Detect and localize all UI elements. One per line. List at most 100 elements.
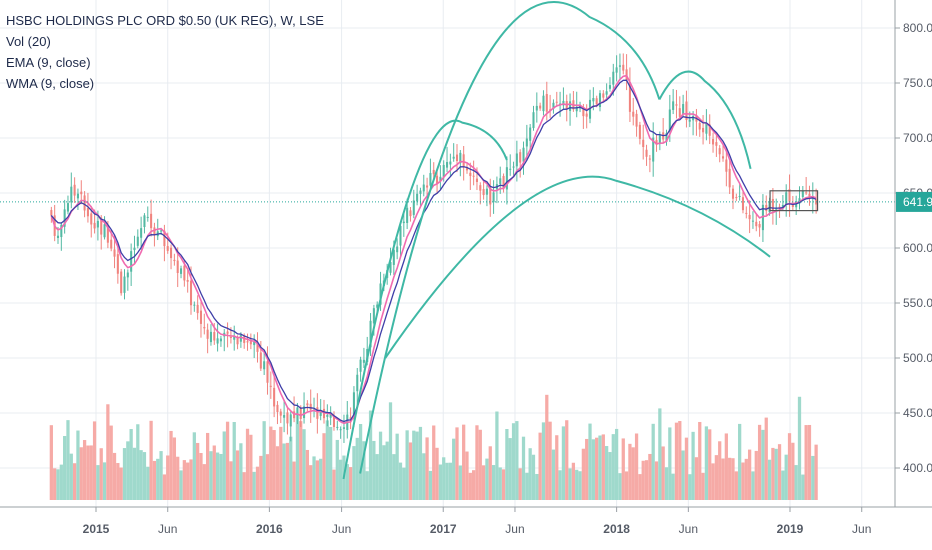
candle-body (113, 249, 116, 257)
volume-bar (661, 446, 665, 500)
volume-bar (322, 433, 326, 500)
candle-body (90, 213, 93, 225)
volume-bar (245, 428, 250, 500)
candle-body (116, 254, 119, 274)
candle-body (276, 404, 279, 413)
volume-bar (681, 450, 685, 500)
volume-bar (355, 437, 359, 500)
volume-bar (761, 429, 765, 500)
volume-bar (362, 441, 366, 500)
axes: 400.0450.0500.0550.0600.0650.0700.0750.0… (0, 0, 932, 536)
volume-bar (501, 469, 506, 500)
legend-volume[interactable]: Vol (20) (6, 34, 51, 49)
volume-bar (691, 431, 695, 500)
volume-bar (734, 471, 738, 500)
chart-title[interactable]: HSBC HOLDINGS PLC ORD $0.50 (UK REG), W,… (6, 13, 324, 28)
volume-bar (568, 468, 572, 500)
volume-bar (358, 424, 363, 500)
candle-body (426, 185, 429, 188)
volume-bar (285, 442, 290, 500)
candle-body (522, 147, 525, 162)
volume-bar (498, 467, 502, 500)
candle-body (439, 176, 442, 182)
volume-bar (757, 424, 762, 500)
candle-body (595, 98, 598, 105)
candle-body (336, 426, 339, 428)
volume-bar (325, 420, 329, 500)
candle-body (402, 221, 405, 224)
volume-bar (641, 460, 645, 500)
volume-bar (255, 466, 260, 500)
candle-body (588, 99, 592, 119)
arc-drawing[interactable] (658, 70, 752, 170)
volume-bar (654, 461, 659, 500)
candle-body (316, 407, 319, 419)
price-axis-label: 750.0 (903, 76, 932, 90)
arc-drawing[interactable] (359, 1, 661, 474)
volume-bar (126, 441, 130, 500)
candle-body (529, 127, 532, 141)
candle-body (352, 392, 355, 417)
volume-bar (651, 423, 655, 500)
legend-wma[interactable]: WMA (9, close) (6, 76, 95, 91)
volume-bar (545, 394, 549, 500)
candle-body (163, 230, 166, 247)
arc-drawing[interactable] (384, 175, 771, 359)
candle-body (273, 387, 276, 407)
candle-body (552, 102, 555, 109)
candle-body (648, 158, 651, 160)
candle-body (226, 331, 229, 334)
candle-body (692, 116, 695, 121)
candle-body (532, 112, 535, 129)
time-axis-label: 2016 (256, 522, 283, 536)
candle-body (778, 206, 781, 209)
candle-body (808, 193, 811, 197)
volume-bar (189, 459, 193, 500)
volume-bar (747, 449, 752, 500)
candle-body (539, 105, 542, 109)
candle-body (585, 113, 588, 117)
volume-bar (591, 439, 595, 500)
candle-body (459, 152, 462, 164)
last-price-badge[interactable] (896, 191, 932, 212)
price-axis-label: 700.0 (903, 131, 932, 145)
volume-bar (275, 446, 280, 500)
volume-bar (136, 424, 140, 500)
candle-body (735, 197, 738, 199)
candle-body (652, 137, 655, 162)
candle-body (645, 149, 648, 157)
candle-body (236, 337, 239, 345)
volume-bar (375, 454, 379, 500)
candle-body (409, 210, 412, 217)
candle-body (266, 361, 269, 383)
candle-body (93, 222, 96, 229)
volume-bar (132, 447, 137, 500)
candle-body (592, 97, 595, 102)
volume-bar (674, 422, 679, 500)
volume-bar (199, 453, 203, 500)
range-box-drawing[interactable] (769, 190, 819, 212)
volume-bar (531, 454, 536, 500)
volume-bar (422, 453, 426, 500)
volume-bar (109, 425, 113, 500)
candle-body (209, 331, 212, 343)
candle-body (233, 336, 236, 340)
chart-legend: HSBC HOLDINGS PLC ORD $0.50 (UK REG), W,… (6, 10, 324, 94)
legend-ema[interactable]: EMA (9, close) (6, 55, 91, 70)
volume-bar (339, 459, 343, 500)
candle-body (788, 189, 791, 202)
volume-bar (741, 462, 745, 500)
candle-body (83, 195, 86, 211)
volume-bar (438, 464, 443, 500)
candle-body (253, 341, 256, 346)
volume-bar (388, 402, 393, 500)
time-axis-label: 2018 (603, 522, 630, 536)
drawing-tools[interactable] (342, 1, 819, 480)
arc-drawing[interactable] (342, 119, 508, 480)
candle-body (545, 93, 548, 112)
volume-bar (462, 424, 466, 500)
volume-bar (777, 444, 782, 500)
candle-body (96, 220, 99, 228)
